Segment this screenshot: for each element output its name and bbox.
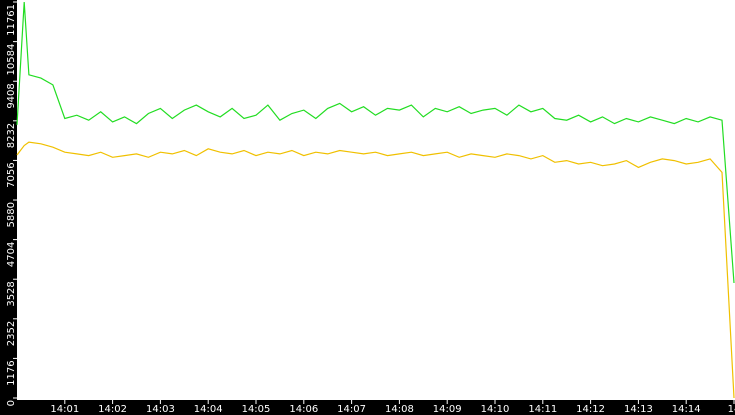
x-tick-label: 14:09 xyxy=(433,404,462,415)
x-axis-band xyxy=(0,400,735,415)
y-tick-label: 5880 xyxy=(6,202,17,227)
y-axis-band xyxy=(0,0,17,415)
x-tick-label: 14:14 xyxy=(672,404,701,415)
y-tick-label: 3528 xyxy=(6,281,17,306)
y-tick-label: 7056 xyxy=(6,162,17,187)
x-tick-label: 14:13 xyxy=(624,404,653,415)
x-tick-label: 14:03 xyxy=(146,404,175,415)
y-tick-label: 9408 xyxy=(6,83,17,108)
x-tick-label: 14:07 xyxy=(337,404,366,415)
series-line xyxy=(16,1,735,284)
x-tick-label: 14:02 xyxy=(98,404,127,415)
x-tick-label: 14:12 xyxy=(576,404,605,415)
y-tick-label: 0 xyxy=(6,400,17,406)
x-tick-label: 14:01 xyxy=(50,404,79,415)
x-tick-label: 14 xyxy=(728,404,735,415)
x-tick-label: 14:11 xyxy=(528,404,557,415)
y-tick-label: 10584 xyxy=(6,44,17,76)
x-tick-label: 14:10 xyxy=(481,404,510,415)
series-line xyxy=(16,141,735,399)
x-tick-label: 14:08 xyxy=(385,404,414,415)
x-tick-label: 14:06 xyxy=(289,404,318,415)
y-tick-label: 8232 xyxy=(6,123,17,148)
y-tick-label: 2352 xyxy=(6,321,17,346)
x-tick-label: 14:04 xyxy=(194,404,223,415)
x-tick-label: 14:05 xyxy=(242,404,271,415)
y-tick-label: 11761 xyxy=(6,4,17,36)
y-tick-label: 4704 xyxy=(6,242,17,267)
y-tick-label: 1176 xyxy=(6,360,17,385)
